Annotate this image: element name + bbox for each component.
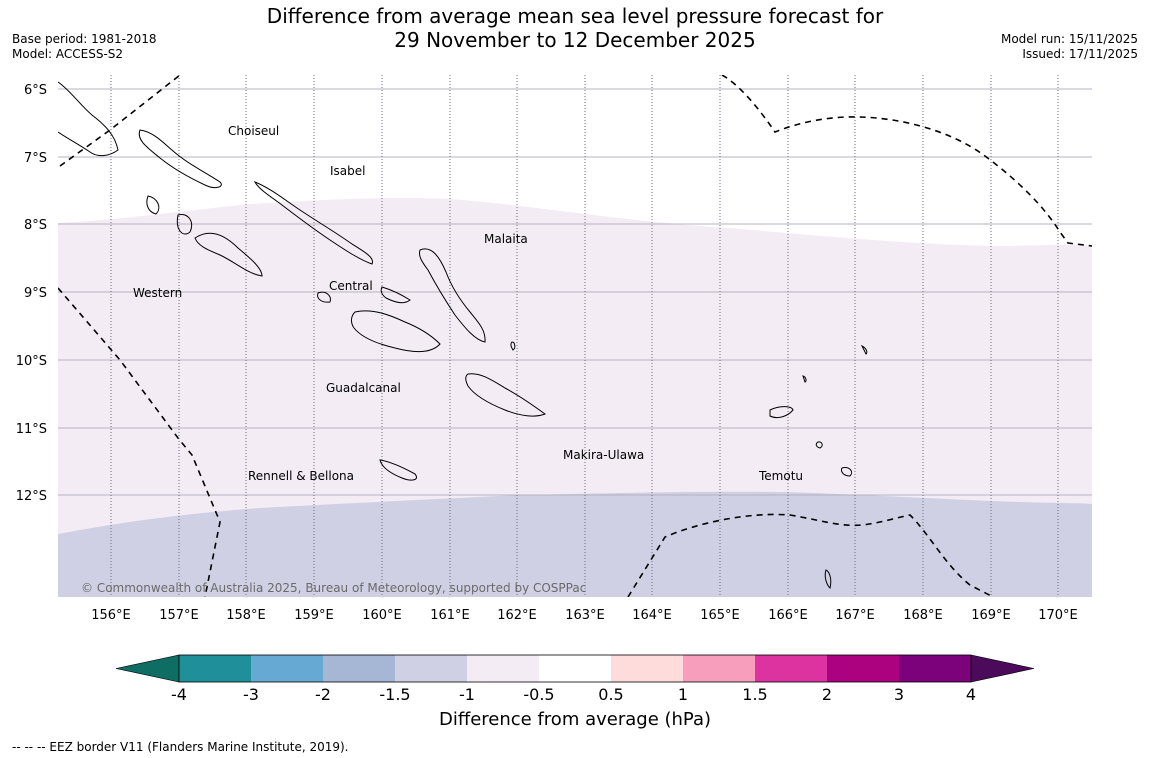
colorbar <box>115 654 1035 683</box>
lon-label: 156°E <box>91 608 131 623</box>
bougainville-island <box>58 81 119 157</box>
forecast-map: 6°S 7°S 8°S 9°S 10°S 11°S 12°S 156°E 157… <box>16 75 1092 623</box>
colorbar-labels: -4 -3 -2 -1.5 -1 -0.5 0.5 1 1.5 2 3 4 <box>171 685 976 704</box>
colorbar-label: 2 <box>822 685 832 704</box>
guadalcanal-island <box>351 310 441 353</box>
colorbar-label: -2 <box>315 685 331 704</box>
colorbar-label: -4 <box>171 685 187 704</box>
chart-title-line2: 29 November to 12 December 2025 <box>394 28 756 52</box>
latitude-axis: 6°S 7°S 8°S 9°S 10°S 11°S 12°S <box>16 83 47 504</box>
makira-island <box>465 373 547 417</box>
lon-label: 165°E <box>700 608 740 623</box>
lon-label: 157°E <box>159 608 199 623</box>
colorbar-label: -3 <box>243 685 259 704</box>
colorbar-segment <box>467 655 539 682</box>
lon-label: 162°E <box>497 608 537 623</box>
eez-border-southwest <box>58 287 221 597</box>
model-name: Model: ACCESS-S2 <box>12 47 124 61</box>
eez-border-south <box>627 513 995 597</box>
province-label-malaita: Malaita <box>484 232 528 246</box>
colorbar-label: -0.5 <box>523 685 554 704</box>
lon-label: 159°E <box>294 608 334 623</box>
lon-label: 168°E <box>903 608 943 623</box>
province-labels: Choiseul Isabel Malaita Western Central … <box>133 124 803 483</box>
eez-borders <box>58 75 1092 597</box>
province-label-makira-ulawa: Makira-Ulawa <box>563 448 644 462</box>
malaita-east-islets <box>510 341 868 383</box>
colorbar-label: -1 <box>459 685 475 704</box>
lon-label: 163°E <box>565 608 605 623</box>
colorbar-extend-low <box>115 654 180 683</box>
lat-label: 8°S <box>24 218 47 233</box>
colorbar-segment <box>899 655 971 682</box>
lon-label: 166°E <box>768 608 808 623</box>
lon-label: 167°E <box>835 608 875 623</box>
colorbar-outline <box>178 654 972 683</box>
lon-label: 158°E <box>226 608 266 623</box>
colorbar-label: 0.5 <box>598 685 623 704</box>
eez-legend: -- -- -- EEZ border V11 (Flanders Marine… <box>12 740 349 754</box>
lon-label: 161°E <box>430 608 470 623</box>
colorbar-segment <box>539 655 611 682</box>
base-period: Base period: 1981-2018 <box>12 32 157 46</box>
lon-label: 170°E <box>1038 608 1078 623</box>
coastlines <box>58 81 868 589</box>
temotu-small-islands <box>815 441 853 589</box>
colorbar-segment <box>683 655 755 682</box>
colorbar-extend-high <box>970 654 1035 683</box>
colorbar-segment <box>827 655 899 682</box>
colorbar-label: 3 <box>894 685 904 704</box>
colorbar-segment <box>251 655 323 682</box>
chart-title-line1: Difference from average mean sea level p… <box>266 4 884 28</box>
florida-islands <box>317 286 411 304</box>
colorbar-label: -1.5 <box>379 685 410 704</box>
santa-cruz-island <box>769 406 794 419</box>
longitude-gridlines <box>110 75 1059 597</box>
lat-label: 12°S <box>16 489 47 504</box>
colorbar-segment <box>395 655 467 682</box>
colorbar-segment <box>179 655 251 682</box>
colorbar-label: 1.5 <box>742 685 767 704</box>
lat-label: 11°S <box>16 422 47 437</box>
colorbar-segment <box>755 655 827 682</box>
province-label-western: Western <box>133 286 182 300</box>
province-label-guadalcanal: Guadalcanal <box>326 381 401 395</box>
province-label-choiseul: Choiseul <box>228 124 279 138</box>
province-label-rennell-bellona: Rennell & Bellona <box>248 469 354 483</box>
colorbar-label: 4 <box>966 685 976 704</box>
lat-label: 10°S <box>16 354 47 369</box>
region-lavender <box>58 491 1092 597</box>
rennell-island <box>379 459 417 481</box>
colorbar-title: Difference from average (hPa) <box>438 709 712 730</box>
issued-date: Issued: 17/11/2025 <box>1022 47 1138 61</box>
latitude-gridlines <box>58 88 1092 496</box>
lon-label: 169°E <box>971 608 1011 623</box>
province-label-temotu: Temotu <box>758 469 803 483</box>
choiseul-island <box>138 129 222 189</box>
santa-isabel-island <box>253 181 374 265</box>
lat-label: 6°S <box>24 83 47 98</box>
longitude-axis: 156°E 157°E 158°E 159°E 160°E 161°E 162°… <box>91 608 1078 623</box>
province-label-central: Central <box>329 279 373 293</box>
colorbar-segment <box>323 655 395 682</box>
lon-label: 164°E <box>632 608 672 623</box>
model-run: Model run: 15/11/2025 <box>1000 32 1138 46</box>
lat-label: 7°S <box>24 151 47 166</box>
copyright-notice: © Commonwealth of Australia 2025, Bureau… <box>81 581 586 595</box>
eez-border-northeast <box>721 75 1092 247</box>
lon-label: 160°E <box>362 608 402 623</box>
colorbar-label: 1 <box>678 685 688 704</box>
lat-label: 9°S <box>24 286 47 301</box>
malaita-island <box>419 248 486 343</box>
colorbar-segment <box>611 655 683 682</box>
new-georgia-islands <box>146 195 263 277</box>
province-label-isabel: Isabel <box>330 164 365 178</box>
